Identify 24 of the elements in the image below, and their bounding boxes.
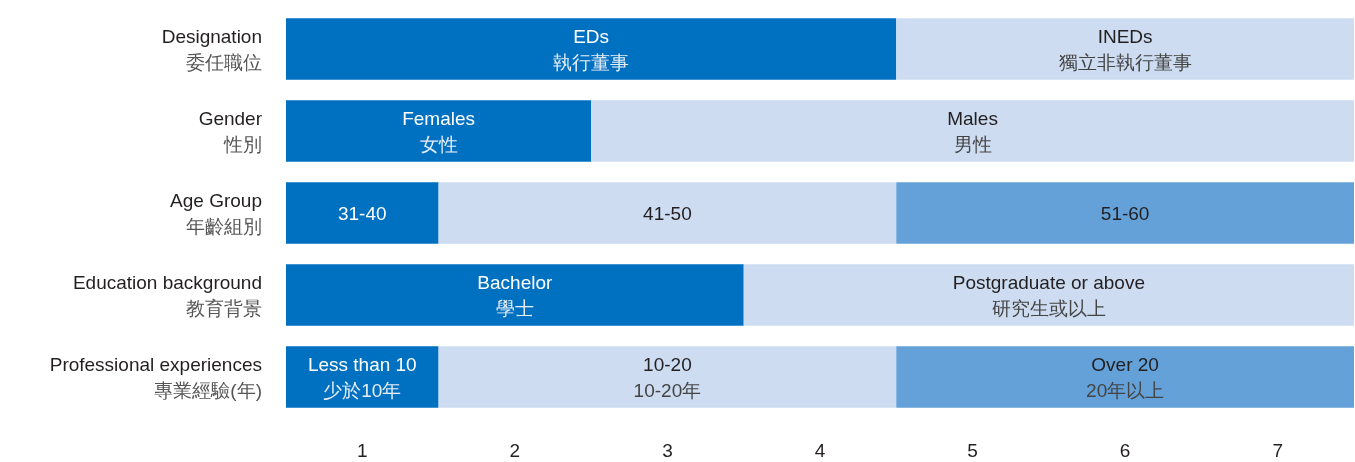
y-tick-label: Education background 教育背景	[72, 271, 262, 319]
y-tick-label: Designation 委任職位	[161, 25, 262, 73]
x-tick-label: 1	[357, 439, 368, 461]
y-tick-label: Professional experiences 專業經驗(年)	[49, 353, 262, 401]
data-label: EDs 執行董事	[553, 25, 630, 73]
data-label: Females 女性	[402, 107, 475, 155]
data-label: INEDs 獨立非執行董事	[1058, 25, 1192, 73]
data-label: 51-60	[1100, 202, 1150, 224]
x-tick-label: 5	[967, 439, 978, 461]
data-label: Less than 10 少於10年	[307, 353, 417, 401]
data-label: 10-20 10-20年	[633, 353, 702, 401]
x-tick-label: 3	[662, 439, 673, 461]
x-tick-label: 7	[1272, 439, 1283, 461]
data-label: 31-40	[337, 202, 387, 224]
data-label: Bachelor 學士	[477, 271, 554, 319]
x-tick-label: 6	[1119, 439, 1131, 461]
data-label: Postgraduate or above 研究生或以上	[952, 271, 1145, 319]
y-tick-label: Age Group 年齡組別	[170, 189, 262, 237]
x-tick-label: 2	[509, 439, 521, 461]
data-label: 41-50	[643, 202, 692, 224]
data-label: Over 20 20年以上	[1086, 353, 1165, 401]
y-tick-label: Gender 性別	[198, 107, 263, 155]
x-tick-label: 4	[814, 439, 826, 461]
data-label: Males 男性	[947, 107, 998, 155]
